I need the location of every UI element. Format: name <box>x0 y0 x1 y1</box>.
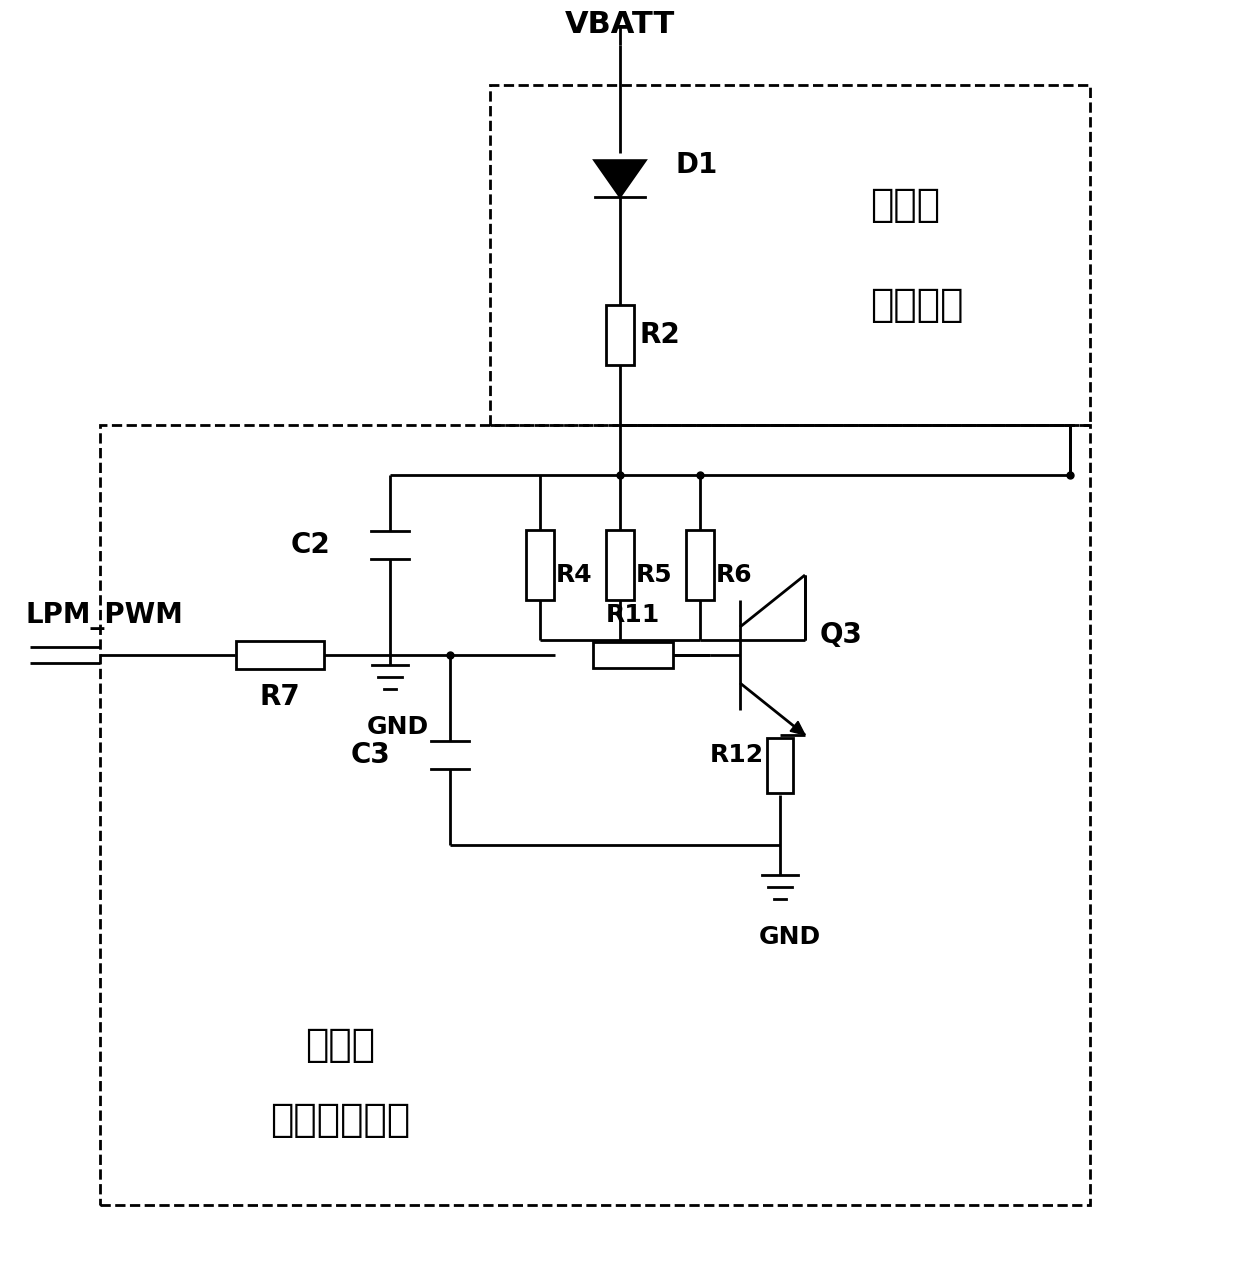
Text: GND: GND <box>367 715 429 739</box>
Text: R4: R4 <box>556 563 593 587</box>
Text: C3: C3 <box>350 741 391 769</box>
Text: R6: R6 <box>715 563 753 587</box>
Bar <box>686 530 714 600</box>
Text: R11: R11 <box>605 603 660 627</box>
Bar <box>606 530 634 600</box>
Text: R12: R12 <box>709 743 764 767</box>
Polygon shape <box>595 161 645 196</box>
Bar <box>490 85 1090 425</box>
Text: R7: R7 <box>259 683 300 711</box>
Text: D1: D1 <box>675 151 717 180</box>
Text: VBATT: VBATT <box>565 10 675 39</box>
Text: 负载电路: 负载电路 <box>870 286 963 324</box>
Text: Q3: Q3 <box>820 621 863 649</box>
Text: C2: C2 <box>290 531 330 559</box>
Bar <box>593 643 672 668</box>
Text: R5: R5 <box>636 563 672 587</box>
Text: 鼓风机: 鼓风机 <box>305 1026 374 1064</box>
Text: 低边控制电路: 低边控制电路 <box>270 1101 410 1138</box>
Bar <box>236 641 324 669</box>
Text: GND: GND <box>759 925 821 949</box>
Bar <box>606 305 634 366</box>
Text: LPM_PWM: LPM_PWM <box>25 602 182 630</box>
Bar <box>100 425 1090 1206</box>
Polygon shape <box>790 721 805 735</box>
Text: 鼓风机: 鼓风机 <box>870 186 940 224</box>
Bar <box>768 737 794 792</box>
Bar <box>526 530 554 600</box>
Text: R2: R2 <box>640 321 681 349</box>
